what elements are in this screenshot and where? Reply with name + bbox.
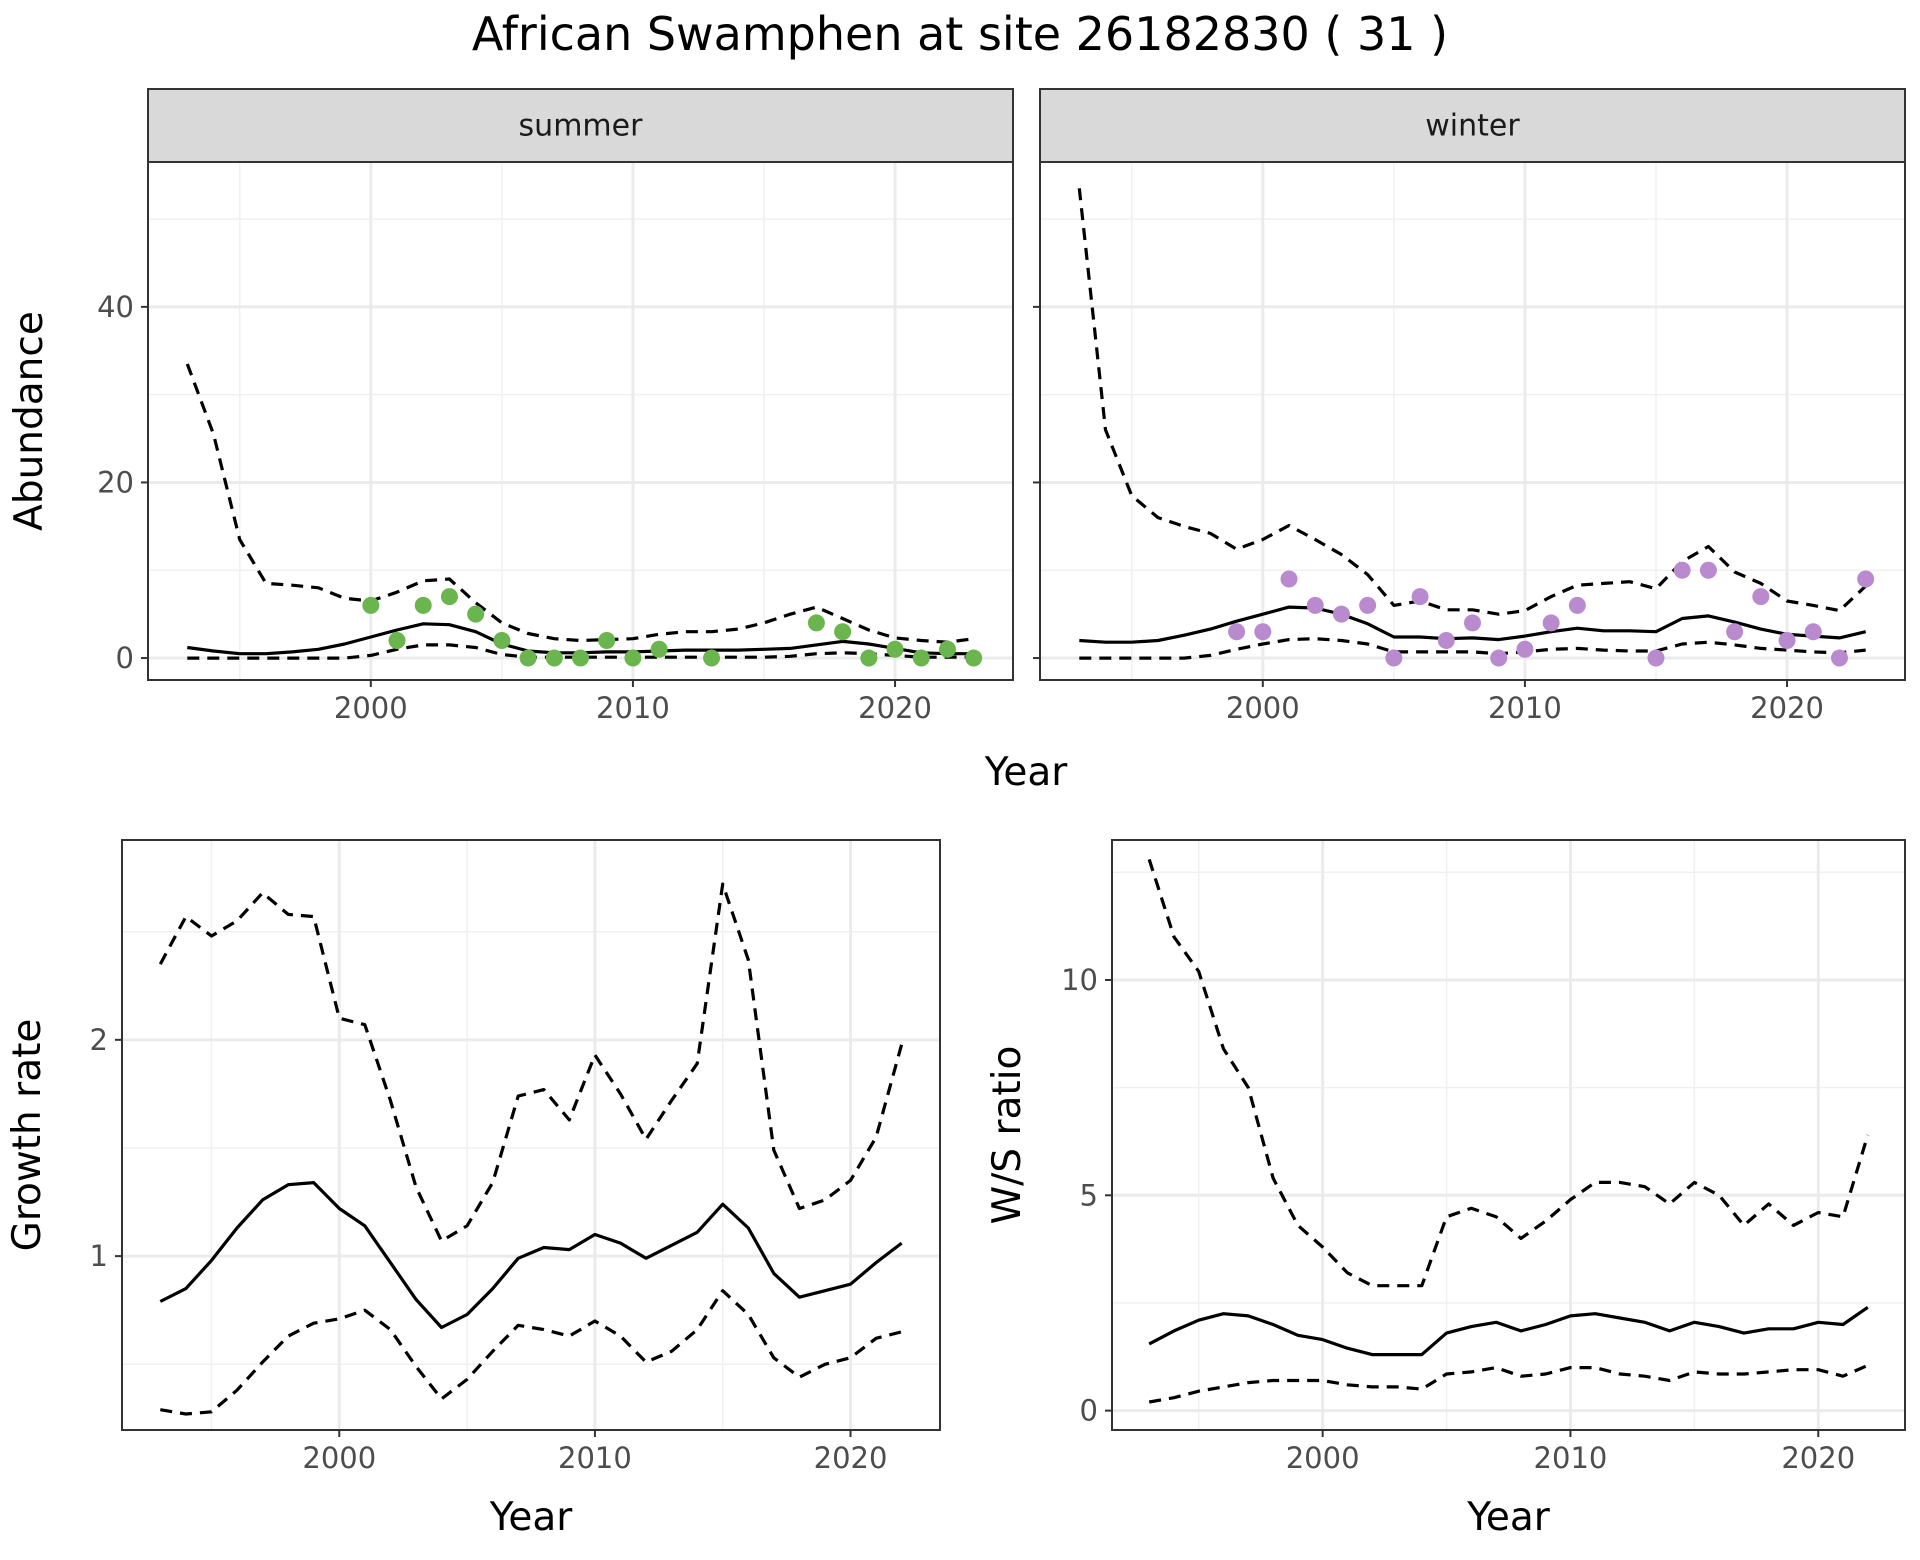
y-tick-label: 0: [116, 641, 134, 675]
facet-x-axis-title: Year: [984, 750, 1069, 795]
data-point: [703, 649, 721, 667]
data-point: [467, 605, 485, 623]
x-tick-label: 2010: [1488, 691, 1562, 725]
ci-line-1: [185, 363, 974, 644]
data-point: [388, 631, 406, 649]
x-tick-label: 2000: [1286, 1441, 1360, 1475]
x-tick-label: 2020: [858, 691, 932, 725]
data-point: [912, 649, 930, 667]
estimate-line-0: [159, 1181, 903, 1330]
x-tick-label: 2010: [596, 691, 670, 725]
data-point: [572, 649, 589, 667]
data-point: [1542, 614, 1560, 632]
facet-strip: [1039, 88, 1906, 163]
data-point: [1516, 640, 1534, 658]
data-point: [1359, 596, 1377, 614]
estimate-line-0: [1148, 1305, 1869, 1357]
x-tick-label: 2000: [1226, 691, 1300, 725]
x-tick-label: 2000: [302, 1441, 376, 1475]
data-point: [860, 649, 878, 667]
data-point: [1726, 623, 1744, 641]
data-point: [834, 623, 852, 641]
y-tick-label: 5: [1080, 1178, 1098, 1212]
data-point: [1490, 649, 1508, 667]
y-axis-title: W/S ratio: [985, 1046, 1030, 1225]
y-tick-label: 20: [97, 465, 134, 499]
x-tick-label: 2010: [558, 1441, 632, 1475]
x-tick-label: 2020: [1781, 1441, 1855, 1475]
y-tick-label: 10: [1061, 963, 1098, 997]
data-point: [1804, 623, 1822, 641]
data-point: [1778, 631, 1796, 649]
data-point: [493, 631, 511, 649]
panel-winter: winter 2000 2010 2020: [1033, 88, 1906, 725]
data-point: [1254, 623, 1272, 641]
data-point: [1437, 631, 1455, 649]
plot-area: [1040, 162, 1905, 680]
panel-border: [1111, 839, 1906, 1431]
data-point: [362, 596, 380, 614]
data-point: [545, 649, 563, 667]
data-point: [1673, 561, 1691, 579]
chart-title: African Swamphen at site 26182830 ( 31 ): [472, 7, 1448, 61]
x-axis-title: Year: [489, 1495, 574, 1540]
data-point: [1332, 605, 1350, 623]
data-point: [1464, 614, 1481, 632]
y-tick-label: 2: [90, 1023, 108, 1057]
data-point: [1280, 570, 1298, 588]
data-point: [807, 614, 825, 632]
panel-border: [121, 839, 941, 1431]
plot-area: [1112, 840, 1905, 1430]
x-axis-title: Year: [1466, 1495, 1551, 1540]
plot-area: [148, 162, 1013, 680]
data-point: [1699, 561, 1717, 579]
data-point: [886, 640, 904, 658]
x-tick-label: 2000: [334, 691, 408, 725]
data-point: [1568, 596, 1586, 614]
data-point: [598, 631, 616, 649]
data-point: [938, 640, 956, 658]
x-tick-label: 2010: [1534, 1441, 1608, 1475]
y-tick-label: 40: [97, 290, 134, 324]
data-point: [1228, 623, 1246, 641]
ci-line-2: [187, 643, 974, 660]
data-point: [1857, 570, 1875, 588]
y-tick-label: 0: [1080, 1394, 1098, 1428]
x-tick-label: 2020: [814, 1441, 888, 1475]
data-point: [1647, 649, 1665, 667]
ci-line-1: [1077, 188, 1867, 616]
data-point: [1830, 649, 1848, 667]
data-point: [965, 649, 983, 667]
panel-summer: summer 2000 2010 2020 0 20 40 Abundance: [7, 88, 1014, 725]
panel-ws_ratio: 2000 2010 2020 0 5 10 W/S ratio Year: [985, 839, 1906, 1540]
ci-line-1: [1147, 858, 1870, 1288]
data-point: [414, 596, 432, 614]
data-point: [440, 588, 458, 606]
plot-area: [122, 840, 940, 1430]
x-tick-label: 2020: [1750, 691, 1824, 725]
y-axis-title: Growth rate: [5, 1019, 50, 1252]
data-point: [1411, 588, 1429, 606]
data-point: [1306, 596, 1324, 614]
data-point: [519, 649, 537, 667]
data-point: [650, 640, 668, 658]
data-point: [1385, 649, 1403, 667]
data-point: [624, 649, 642, 667]
facet-strip: [147, 88, 1014, 163]
estimate-line-0: [1079, 605, 1867, 644]
y-axis-title: Abundance: [7, 311, 52, 531]
ci-line-2: [1148, 1363, 1869, 1404]
data-point: [1752, 588, 1770, 606]
ci-line-1: [158, 882, 904, 1243]
facet-strip-label: winter: [1425, 109, 1520, 144]
ci-line-2: [1079, 637, 1866, 660]
panel-growth: 2000 2010 2020 1 2 Growth rate Year: [5, 839, 941, 1540]
y-tick-label: 1: [90, 1239, 108, 1273]
facet-strip-label: summer: [519, 109, 644, 144]
